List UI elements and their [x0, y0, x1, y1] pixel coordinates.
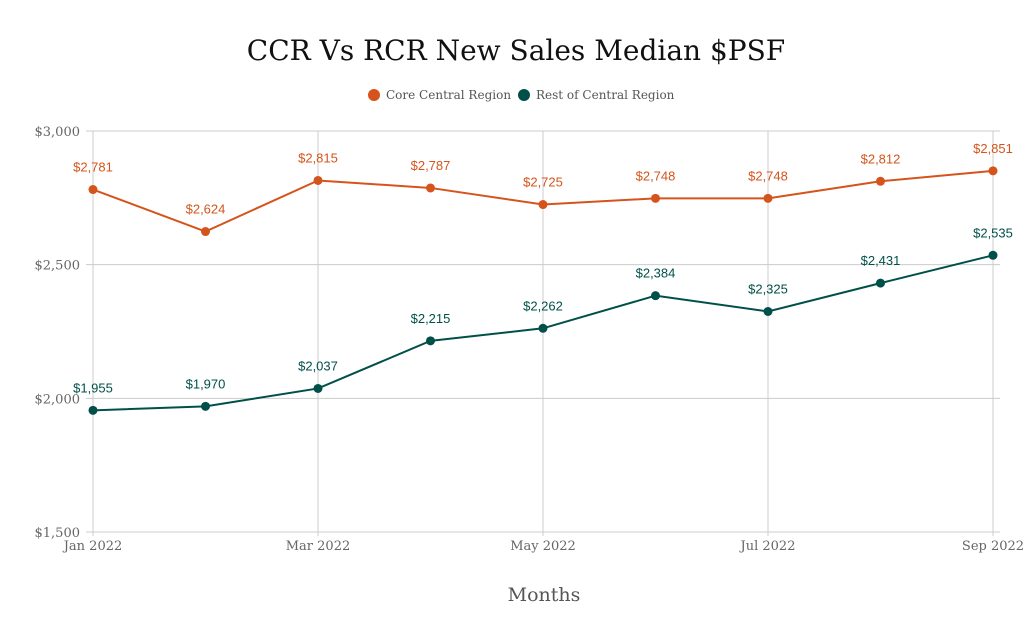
series-rest-of-central-region: $1,955 $1,970 $2,037 $2,215 $2,262 $2,384 $2,3…: [73, 225, 1013, 415]
data-point: [426, 336, 435, 346]
legend-marker: [368, 89, 380, 101]
data-point: [988, 250, 998, 260]
x-tick-label: May 2022: [510, 539, 576, 554]
data-label: $2,624: [186, 202, 226, 217]
x-tick-label: Mar 2022: [286, 539, 351, 554]
data-label: $2,748: [748, 168, 788, 183]
data-point: [313, 175, 323, 185]
data-point: [538, 200, 548, 210]
chart-title: CCR Vs RCR New Sales Median $PSF: [247, 34, 785, 67]
grid: [86, 130, 1000, 536]
data-label: $2,812: [861, 151, 901, 166]
data-label: $2,535: [973, 225, 1013, 240]
legend: Core Central Region Rest of Central Regio…: [368, 88, 675, 102]
data-point: [988, 166, 998, 176]
data-point: [426, 183, 435, 193]
data-point: [88, 185, 98, 195]
legend-marker: [518, 89, 530, 101]
legend-label: Rest of Central Region: [536, 88, 675, 102]
data-point: [88, 405, 98, 415]
data-label: $2,384: [636, 266, 676, 281]
data-label: $2,037: [298, 358, 338, 373]
x-axis-label: Months: [508, 584, 581, 606]
data-point: [201, 401, 210, 411]
data-point: [876, 278, 885, 288]
data-point: [763, 306, 773, 316]
data-label: $2,431: [861, 253, 901, 268]
data-label: $2,725: [523, 175, 563, 190]
y-tick-label: $3,000: [35, 125, 81, 140]
data-label: $2,748: [636, 168, 676, 183]
data-label: $2,815: [298, 150, 338, 165]
data-point: [313, 383, 323, 393]
x-tick-label: Sep 2022: [962, 539, 1024, 554]
data-label: $2,787: [411, 158, 451, 173]
x-axis: Jan 2022 Mar 2022 May 2022 Jul 2022 Sep 2022: [62, 539, 1024, 554]
data-point: [876, 176, 885, 186]
data-label: $1,955: [73, 380, 113, 395]
data-point: [651, 291, 660, 301]
legend-label: Core Central Region: [386, 88, 511, 102]
series-group: $2,781 $2,624 $2,815 $2,787 $2,725 $2,748 $2,7…: [73, 141, 1013, 415]
y-tick-label: $1,500: [35, 526, 81, 541]
data-label: $2,325: [748, 281, 788, 296]
y-axis: $1,500 $2,000 $2,500 $3,000: [35, 125, 81, 541]
data-point: [763, 193, 773, 203]
data-point: [201, 227, 210, 237]
data-label: $2,215: [411, 311, 451, 326]
y-tick-label: $2,000: [35, 392, 81, 407]
data-label: $2,851: [973, 141, 1013, 156]
series-core-central-region: $2,781 $2,624 $2,815 $2,787 $2,725 $2,748 $2,7…: [73, 141, 1013, 237]
y-tick-label: $2,500: [35, 259, 81, 274]
x-tick-label: Jan 2022: [62, 539, 123, 554]
data-label: $2,262: [523, 298, 563, 313]
data-label: $1,970: [186, 376, 226, 391]
data-point: [538, 323, 548, 333]
data-point: [651, 193, 660, 203]
x-tick-label: Jul 2022: [739, 539, 796, 554]
data-label: $2,781: [73, 160, 113, 175]
